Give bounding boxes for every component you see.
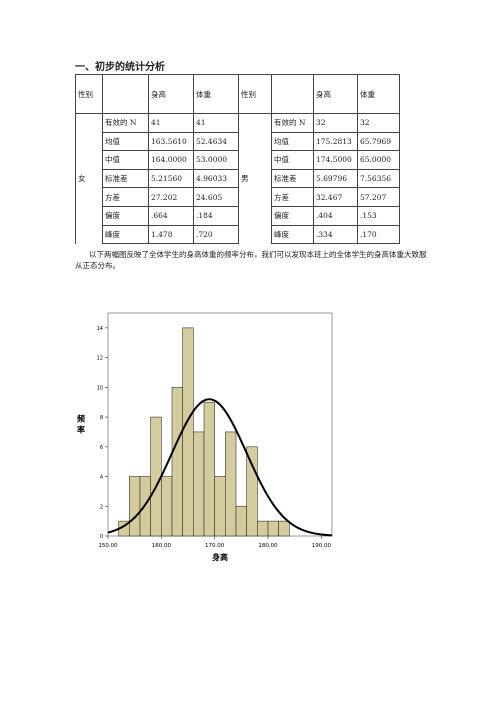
male-height-value: .334: [313, 224, 358, 245]
table-row: 均值 163.5610 52.4634 均值 175.2813 65.7969: [76, 131, 400, 152]
male-label: 男: [238, 112, 272, 244]
table-row: 峰度 1.478 .720 峰度 .334 .170: [76, 224, 400, 245]
stat-label-2: 峰度: [271, 224, 314, 245]
stat-label-2: 均值: [271, 131, 314, 152]
stat-label-2: 标准差: [271, 168, 314, 189]
height-histogram: 0 2 4 6 8 10 12 14 150.00 160.00 170.00 180.00 190.0…: [77, 312, 333, 562]
male-weight-value: .170: [357, 224, 400, 245]
stat-label: 均值: [102, 131, 149, 152]
male-height-value: .404: [313, 205, 358, 226]
stats-table: 性别 身高 体重 性别 身高 体重 女 有效的 N 41 41 男 有效的 N …: [75, 74, 400, 245]
header-gender: 性别: [75, 74, 103, 114]
female-height-value: 5.21560: [148, 168, 194, 189]
histogram-bar: [150, 416, 162, 537]
histogram-bar: [139, 476, 151, 537]
stat-label-2: 有效的 N: [271, 113, 314, 133]
x-tick-label: 160.00: [152, 543, 172, 549]
y-tick-label: 6: [100, 445, 103, 451]
stat-label-2: 中值: [271, 150, 314, 170]
histogram-bar: [278, 520, 290, 537]
male-weight-value: 7.56356: [357, 168, 400, 189]
header-blank-2: [271, 74, 314, 114]
female-weight-value: .184: [193, 205, 239, 226]
normal-curve: [107, 398, 333, 537]
female-weight-value: 41: [193, 113, 239, 133]
histogram-bar: [193, 431, 205, 537]
y-tick-label: 10: [97, 385, 103, 391]
header-height: 身高: [148, 74, 194, 114]
x-tick-label: 150.00: [98, 543, 118, 549]
table-header-row: 性别 身高 体重 性别 身高 体重: [75, 74, 400, 114]
section-title: 一、初步的统计分析: [75, 62, 165, 73]
male-height-value: 32.467: [313, 187, 358, 207]
y-tick-label: 14: [97, 326, 103, 332]
histogram-bar: [214, 476, 226, 537]
histogram-bar: [235, 505, 247, 537]
histogram-bars: [118, 327, 290, 537]
female-height-value: 1.478: [148, 224, 194, 245]
stat-label: 有效的 N: [102, 113, 149, 133]
table-row: 女 有效的 N 41 41 男 有效的 N 32 32: [75, 112, 400, 244]
header-weight: 体重: [193, 74, 239, 114]
histogram-bar: [203, 401, 215, 537]
female-height-value: 164.0000: [148, 150, 194, 170]
x-tick-label: 180.00: [258, 543, 278, 549]
male-weight-value: 65.7969: [357, 131, 400, 152]
table-row: 方差 27.202 24.605 方差 32.467 57.207: [76, 187, 400, 207]
header-weight-2: 体重: [357, 74, 400, 114]
table-row: 中值 164.0000 53.0000 中值 174.5000 65.0000: [76, 150, 400, 170]
male-height-value: 175.2813: [313, 131, 358, 152]
female-label: 女: [75, 112, 103, 244]
female-height-value: 41: [148, 113, 194, 133]
histogram-bar: [246, 446, 258, 537]
header-height-2: 身高: [313, 74, 358, 114]
x-tick-label: 170.00: [205, 543, 225, 549]
table-row: 偏度 .664 .184 偏度 .404 .153: [76, 205, 400, 226]
male-weight-value: .153: [357, 205, 400, 226]
stat-label: 方差: [102, 187, 149, 207]
stat-label: 峰度: [102, 224, 149, 245]
stat-label: 偏度: [102, 205, 149, 226]
female-weight-value: .720: [193, 224, 239, 245]
y-tick-label: 0: [100, 534, 103, 540]
female-weight-value: 24.605: [193, 187, 239, 207]
x-axis-label: 身高: [212, 552, 228, 562]
header-blank: [102, 74, 149, 114]
y-tick-label: 12: [97, 356, 103, 362]
histogram-bar: [182, 327, 194, 537]
male-weight-value: 32: [357, 113, 400, 133]
histogram-bar: [267, 520, 279, 537]
y-tick-label: 8: [100, 415, 103, 421]
histogram-bar: [171, 387, 183, 537]
histogram-bar: [225, 431, 237, 537]
stat-label-2: 方差: [271, 187, 314, 207]
male-weight-value: 65.0000: [357, 150, 400, 170]
histogram-bar: [129, 476, 141, 537]
female-height-value: 27.202: [148, 187, 194, 207]
stat-label: 标准差: [102, 168, 149, 189]
analysis-paragraph: 以下两幅图反映了全体学生的身高体重的频率分布，我们可以发现本班上的全体学生的身高…: [75, 250, 427, 270]
histogram-bar: [257, 520, 269, 537]
y-axis-label-top: 频: [77, 414, 85, 424]
female-weight-value: 4.96033: [193, 168, 239, 189]
male-height-value: 32: [313, 113, 358, 133]
stat-label: 中值: [102, 150, 149, 170]
histogram-bar: [161, 476, 173, 537]
table-row: 标准差 5.21560 4.96033 标准差 5.69796 7.56356: [76, 168, 400, 189]
female-height-value: .664: [148, 205, 194, 226]
male-weight-value: 57.207: [357, 187, 400, 207]
female-weight-value: 52.4634: [193, 131, 239, 152]
x-tick-label: 190.00: [312, 543, 332, 549]
y-axis-label-bottom: 率: [77, 425, 85, 435]
male-height-value: 5.69796: [313, 168, 358, 189]
female-weight-value: 53.0000: [193, 150, 239, 170]
male-height-value: 174.5000: [313, 150, 358, 170]
y-tick-label: 4: [100, 475, 103, 481]
header-gender-2: 性别: [238, 74, 272, 114]
stat-label-2: 偏度: [271, 205, 314, 226]
female-height-value: 163.5610: [148, 131, 194, 152]
y-tick-label: 2: [100, 504, 103, 510]
